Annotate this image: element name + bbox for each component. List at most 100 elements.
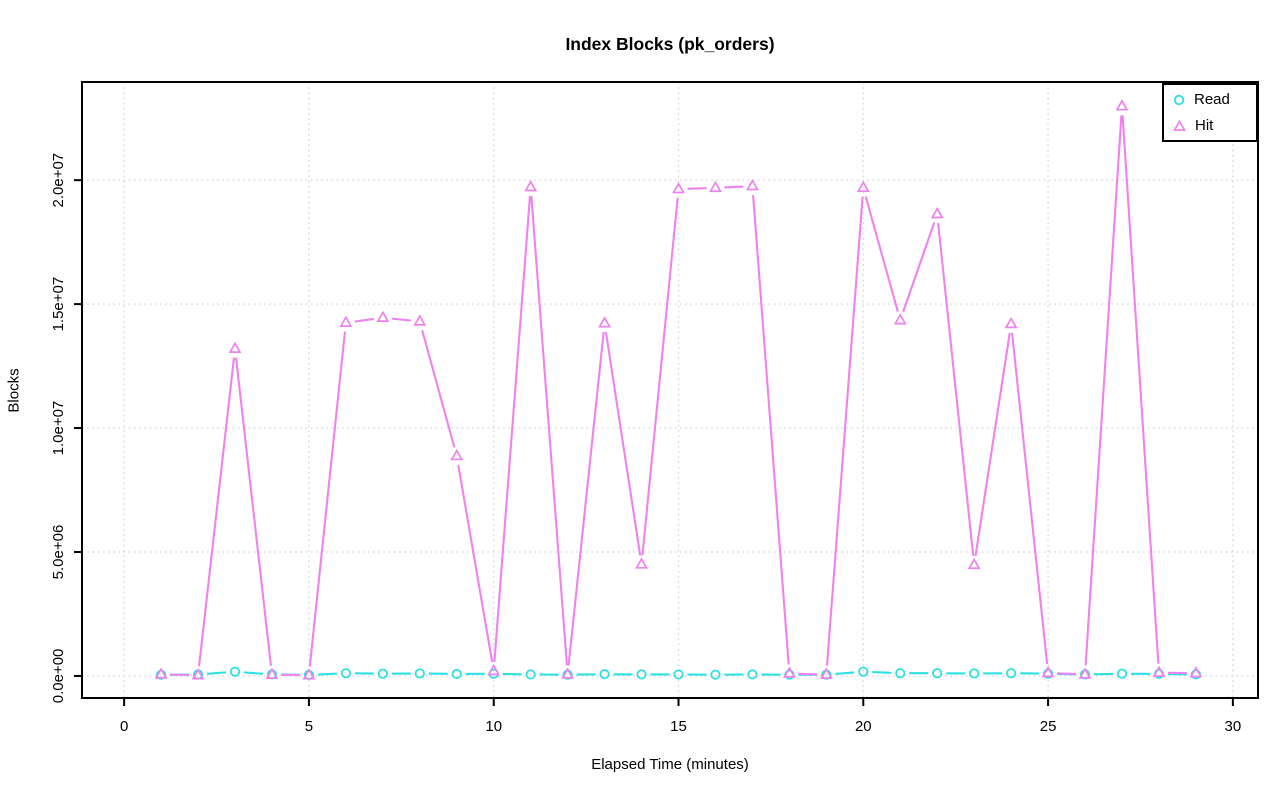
hit-marker	[782, 666, 796, 678]
read-marker	[747, 669, 758, 680]
read-marker	[1006, 668, 1017, 679]
hit-line-segment	[724, 185, 744, 189]
legend-item-hit: Hit	[1173, 115, 1256, 137]
hit-marker	[893, 313, 907, 325]
read-marker	[599, 669, 610, 680]
x-tick-label: 0	[120, 718, 128, 735]
hit-line-segment	[641, 197, 679, 556]
hit-marker	[856, 180, 870, 193]
legend-label-read: Read	[1194, 91, 1230, 108]
hit-line-segment	[493, 195, 532, 663]
hit-line-segment	[198, 357, 236, 667]
read-marker	[1116, 668, 1128, 679]
hit-marker	[745, 178, 759, 191]
read-marker	[636, 669, 647, 680]
hit-marker	[302, 668, 316, 680]
y-tick-label: 1.0e+07	[50, 401, 67, 456]
read-line-segment	[206, 671, 227, 675]
hit-triangle-icon	[1173, 119, 1186, 131]
hit-marker	[1004, 316, 1018, 329]
hit-line-segment	[974, 332, 1011, 557]
x-tick-label: 15	[670, 718, 687, 735]
hit-line-segment	[1011, 332, 1049, 665]
hit-marker	[413, 314, 427, 326]
hit-marker	[1115, 99, 1129, 111]
legend-label-hit: Hit	[1195, 117, 1214, 134]
plot-box	[81, 81, 1259, 699]
hit-line-segment	[902, 222, 936, 313]
hit-marker	[819, 667, 833, 679]
hit-line-segment	[421, 329, 456, 448]
read-marker	[525, 669, 536, 680]
y-tick-label: 1.5e+07	[50, 277, 67, 332]
hit-marker	[339, 315, 353, 327]
hit-marker	[228, 341, 242, 353]
read-marker	[340, 668, 351, 679]
read-marker	[858, 666, 869, 677]
read-marker	[895, 668, 906, 679]
read-marker	[229, 666, 241, 677]
hit-line-segment	[604, 331, 642, 556]
read-marker	[451, 668, 462, 680]
read-marker	[414, 668, 425, 679]
hit-marker	[1078, 667, 1092, 679]
hit-line-segment	[798, 672, 818, 676]
hit-marker	[524, 179, 538, 192]
hit-line-segment	[308, 331, 346, 667]
read-marker	[710, 669, 721, 680]
hit-marker	[1152, 665, 1166, 677]
read-line-segment	[872, 671, 892, 674]
hit-marker	[1189, 666, 1203, 678]
hit-marker	[376, 310, 390, 322]
read-marker	[932, 668, 943, 679]
hit-marker	[154, 667, 168, 679]
hit-line-segment	[234, 357, 272, 666]
hit-line-segment	[687, 187, 707, 190]
hit-marker	[1041, 665, 1055, 678]
hit-line-segment	[1084, 115, 1123, 666]
hit-line-segment	[1057, 672, 1077, 676]
hit-line-segment	[825, 196, 864, 666]
read-line-segment	[835, 671, 855, 676]
legend: Read Hit	[1162, 83, 1258, 142]
read-marker	[673, 669, 684, 680]
read-line-segment	[317, 672, 337, 676]
hit-line-segment	[1121, 115, 1160, 664]
hit-marker	[967, 557, 981, 570]
hit-line-segment	[391, 317, 411, 322]
read-marker	[377, 668, 388, 679]
hit-line-segment	[530, 195, 568, 666]
hit-marker	[561, 667, 575, 679]
y-tick-label: 5.0e+06	[50, 525, 67, 580]
x-tick-label: 30	[1225, 718, 1242, 735]
hit-marker	[930, 207, 944, 219]
read-line-segment	[243, 671, 264, 675]
hit-line-segment	[457, 464, 494, 663]
hit-marker	[598, 316, 612, 328]
hit-marker	[265, 667, 279, 679]
x-tick-label: 5	[305, 718, 313, 735]
read-marker	[969, 668, 980, 679]
x-axis-label: Elapsed Time (minutes)	[591, 756, 749, 773]
hit-line-segment	[354, 317, 375, 323]
x-tick-label: 20	[855, 718, 872, 735]
hit-marker	[450, 448, 464, 461]
hit-marker	[635, 557, 649, 569]
x-tick-label: 10	[485, 718, 502, 735]
y-axis-label: Blocks	[5, 368, 23, 413]
legend-item-read: Read	[1173, 89, 1256, 111]
y-tick-label: 0.0e+00	[50, 649, 67, 704]
hit-marker	[487, 663, 501, 676]
y-tick-label: 2.0e+07	[50, 153, 67, 208]
hit-marker	[191, 668, 205, 680]
hit-marker	[672, 181, 685, 194]
chart-title: Index Blocks (pk_orders)	[565, 34, 775, 54]
hit-marker	[708, 180, 722, 193]
hit-line-segment	[567, 332, 605, 666]
read-circle-icon	[1173, 94, 1185, 105]
x-tick-label: 25	[1040, 718, 1057, 735]
hit-line-segment	[937, 222, 975, 557]
hit-line-segment	[864, 196, 899, 312]
